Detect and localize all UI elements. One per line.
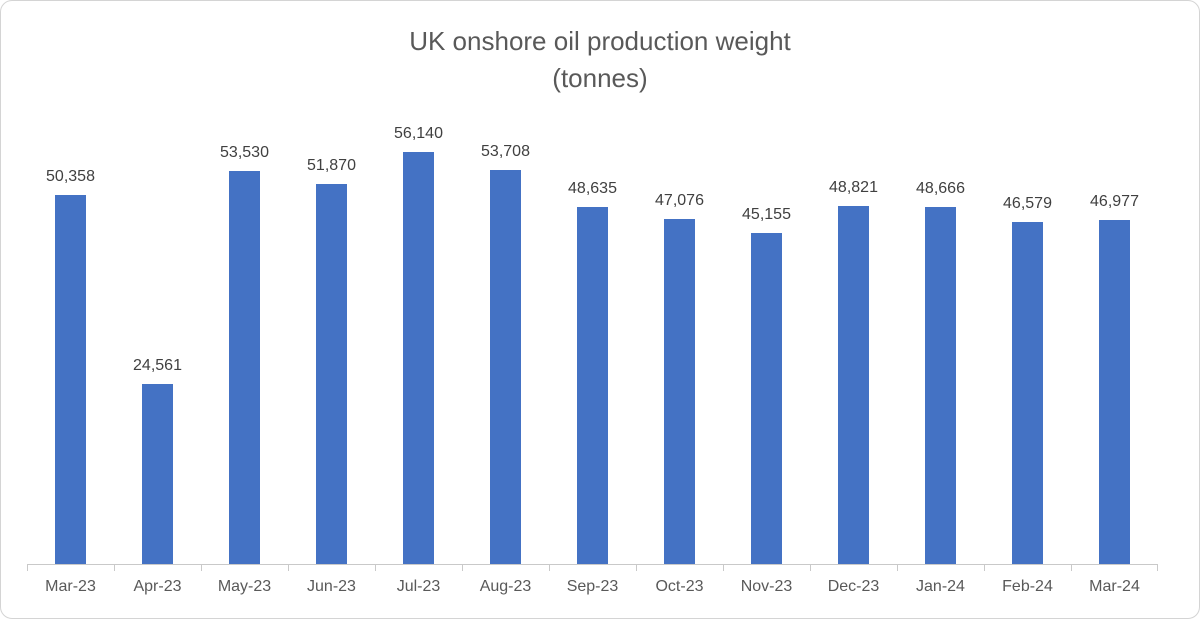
bar-group-feb-24: 46,579	[984, 124, 1071, 564]
plot-area: 50,358 24,561 53,530 51,870 56,140 53,708 48,6…	[27, 124, 1158, 571]
bar	[577, 207, 608, 564]
bar	[316, 183, 347, 564]
x-axis-label: Mar-23	[45, 578, 96, 595]
bar-group-apr-23: 24,561	[114, 124, 201, 564]
data-label: 51,870	[307, 156, 356, 174]
x-axis-tick	[549, 565, 550, 571]
data-label: 46,977	[1090, 192, 1139, 210]
chart-title: UK onshore oil production weight	[409, 26, 791, 56]
bar-group-may-23: 53,530	[201, 124, 288, 564]
x-axis-label: Jun-23	[307, 578, 356, 595]
x-axis-tick	[984, 565, 985, 571]
data-label: 24,561	[133, 356, 182, 374]
bar-group-nov-23: 45,155	[723, 124, 810, 564]
bar-group-jul-23: 56,140	[375, 124, 462, 564]
bar	[1099, 219, 1130, 564]
bar	[229, 171, 260, 564]
x-axis-label: Nov-23	[740, 578, 793, 595]
x-axis-label: May-23	[217, 578, 272, 595]
x-axis-tick	[635, 565, 637, 571]
x-axis-label: Mar-24	[1089, 578, 1140, 595]
data-label: 50,358	[46, 167, 95, 185]
x-axis-tick	[113, 565, 115, 571]
bar	[838, 205, 869, 564]
data-label: 53,708	[481, 143, 530, 161]
chart-title-block: UK onshore oil production weight (tonnes…	[1, 23, 1199, 97]
data-label: 48,666	[916, 180, 965, 198]
bar	[664, 218, 695, 564]
bar	[403, 152, 434, 564]
x-axis-tick	[1157, 565, 1158, 571]
bar-group-sep-23: 48,635	[549, 124, 636, 564]
data-label: 48,635	[568, 180, 617, 198]
data-label: 56,140	[394, 125, 443, 143]
bar	[490, 170, 521, 564]
bar-group-dec-23: 48,821	[810, 124, 897, 564]
x-axis-label: Sep-23	[566, 578, 619, 595]
chart-subtitle: (tonnes)	[552, 63, 648, 93]
x-axis-tick	[374, 565, 376, 571]
data-label: 48,821	[829, 178, 878, 196]
data-label: 45,155	[742, 205, 791, 223]
bar-group-mar-23: 50,358	[27, 124, 114, 564]
x-axis-label: Feb-24	[1002, 578, 1053, 595]
data-label: 47,076	[655, 191, 704, 209]
data-label: 46,579	[1003, 195, 1052, 213]
bar	[925, 207, 956, 564]
x-axis-tick	[288, 565, 289, 571]
x-axis-tick	[462, 565, 463, 571]
x-axis-tick	[809, 565, 811, 571]
x-axis-label: Dec-23	[827, 578, 880, 595]
bar	[55, 194, 86, 564]
bar	[1012, 222, 1043, 564]
x-axis-label: Jul-23	[396, 578, 441, 595]
bar-group-aug-23: 53,708	[462, 124, 549, 564]
bar-group-oct-23: 47,076	[636, 124, 723, 564]
x-axis-label: Apr-23	[133, 578, 182, 595]
x-axis-label: Oct-23	[655, 578, 704, 595]
x-axis-tick	[722, 565, 724, 571]
x-axis-tick	[1071, 565, 1072, 571]
bar	[751, 232, 782, 564]
x-axis: Mar-23 Apr-23 May-23 Jun-23 Jul-23 Aug-23 Sep-…	[27, 578, 1158, 596]
bar-group-jan-24: 48,666	[897, 124, 984, 564]
bar	[142, 383, 173, 564]
x-axis-label: Jan-24	[916, 578, 965, 595]
x-axis-label: Aug-23	[479, 578, 532, 595]
x-axis-tick	[27, 565, 28, 571]
data-label: 53,530	[220, 144, 269, 162]
x-axis-tick	[200, 565, 202, 571]
bar-group-jun-23: 51,870	[288, 124, 375, 564]
bar-group-mar-24: 46,977	[1071, 124, 1158, 564]
x-axis-tick	[897, 565, 898, 571]
